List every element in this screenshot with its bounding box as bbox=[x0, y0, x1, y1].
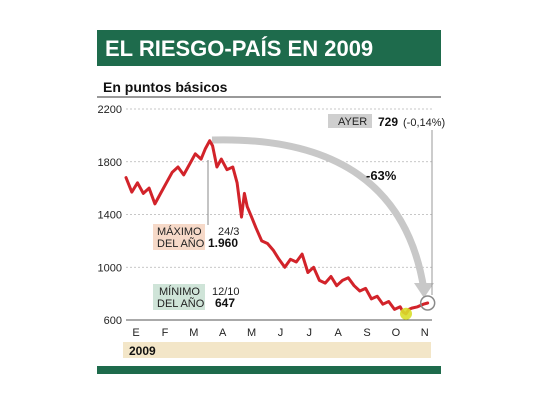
x-tick-label: M bbox=[247, 327, 256, 339]
grid-layer bbox=[126, 108, 432, 321]
x-tick-label: J bbox=[307, 327, 313, 339]
bottom-band bbox=[97, 366, 441, 374]
x-tick-label: J bbox=[278, 327, 284, 339]
year-label: 2009 bbox=[129, 344, 156, 358]
max-label-line2: DEL AÑO bbox=[157, 237, 205, 250]
min-date: 12/10 bbox=[212, 286, 240, 298]
x-tick-label: O bbox=[392, 327, 401, 339]
min-value: 647 bbox=[215, 296, 235, 310]
x-tick-label: S bbox=[363, 327, 370, 339]
y-tick-label: 1800 bbox=[98, 157, 122, 169]
min-point-marker bbox=[400, 307, 413, 320]
min-label-box bbox=[153, 284, 205, 310]
x-tick-label: A bbox=[335, 327, 343, 339]
last-point-marker bbox=[419, 295, 436, 311]
y-axis-ticks: 600 1000 1400 1800 2200 bbox=[98, 104, 122, 327]
x-tick-label: N bbox=[421, 327, 429, 339]
y-tick-label: 1000 bbox=[98, 262, 122, 274]
ayer-label: AYER bbox=[338, 116, 367, 128]
x-tick-label: E bbox=[132, 327, 139, 339]
decline-arrowhead bbox=[414, 283, 434, 298]
chart-title: EL RIESGO-PAÍS EN 2009 bbox=[105, 36, 373, 61]
year-band bbox=[123, 342, 431, 358]
change-percent: -63% bbox=[366, 168, 397, 183]
y-tick-label: 1400 bbox=[98, 210, 122, 222]
decline-arrow bbox=[211, 136, 428, 291]
x-tick-label: F bbox=[162, 327, 169, 339]
max-date: 24/3 bbox=[218, 226, 239, 238]
x-tick-label: M bbox=[189, 327, 198, 339]
max-label-line1: MÁXIMO bbox=[157, 225, 202, 238]
series-line bbox=[124, 139, 430, 316]
ayer-change: (-0,14%) bbox=[403, 117, 445, 129]
chart-subtitle: En puntos básicos bbox=[103, 79, 228, 95]
min-label-line1: MÍNIMO bbox=[159, 285, 200, 298]
title-band bbox=[97, 30, 441, 66]
y-tick-label: 600 bbox=[104, 315, 122, 327]
ayer-value: 729 bbox=[378, 115, 398, 129]
min-label-line2: DEL AÑO bbox=[157, 297, 205, 310]
max-value: 1.960 bbox=[208, 236, 238, 250]
max-label-box bbox=[153, 224, 205, 250]
x-tick-label: A bbox=[219, 327, 227, 339]
y-tick-label: 2200 bbox=[98, 104, 122, 116]
ayer-label-box bbox=[328, 114, 372, 128]
